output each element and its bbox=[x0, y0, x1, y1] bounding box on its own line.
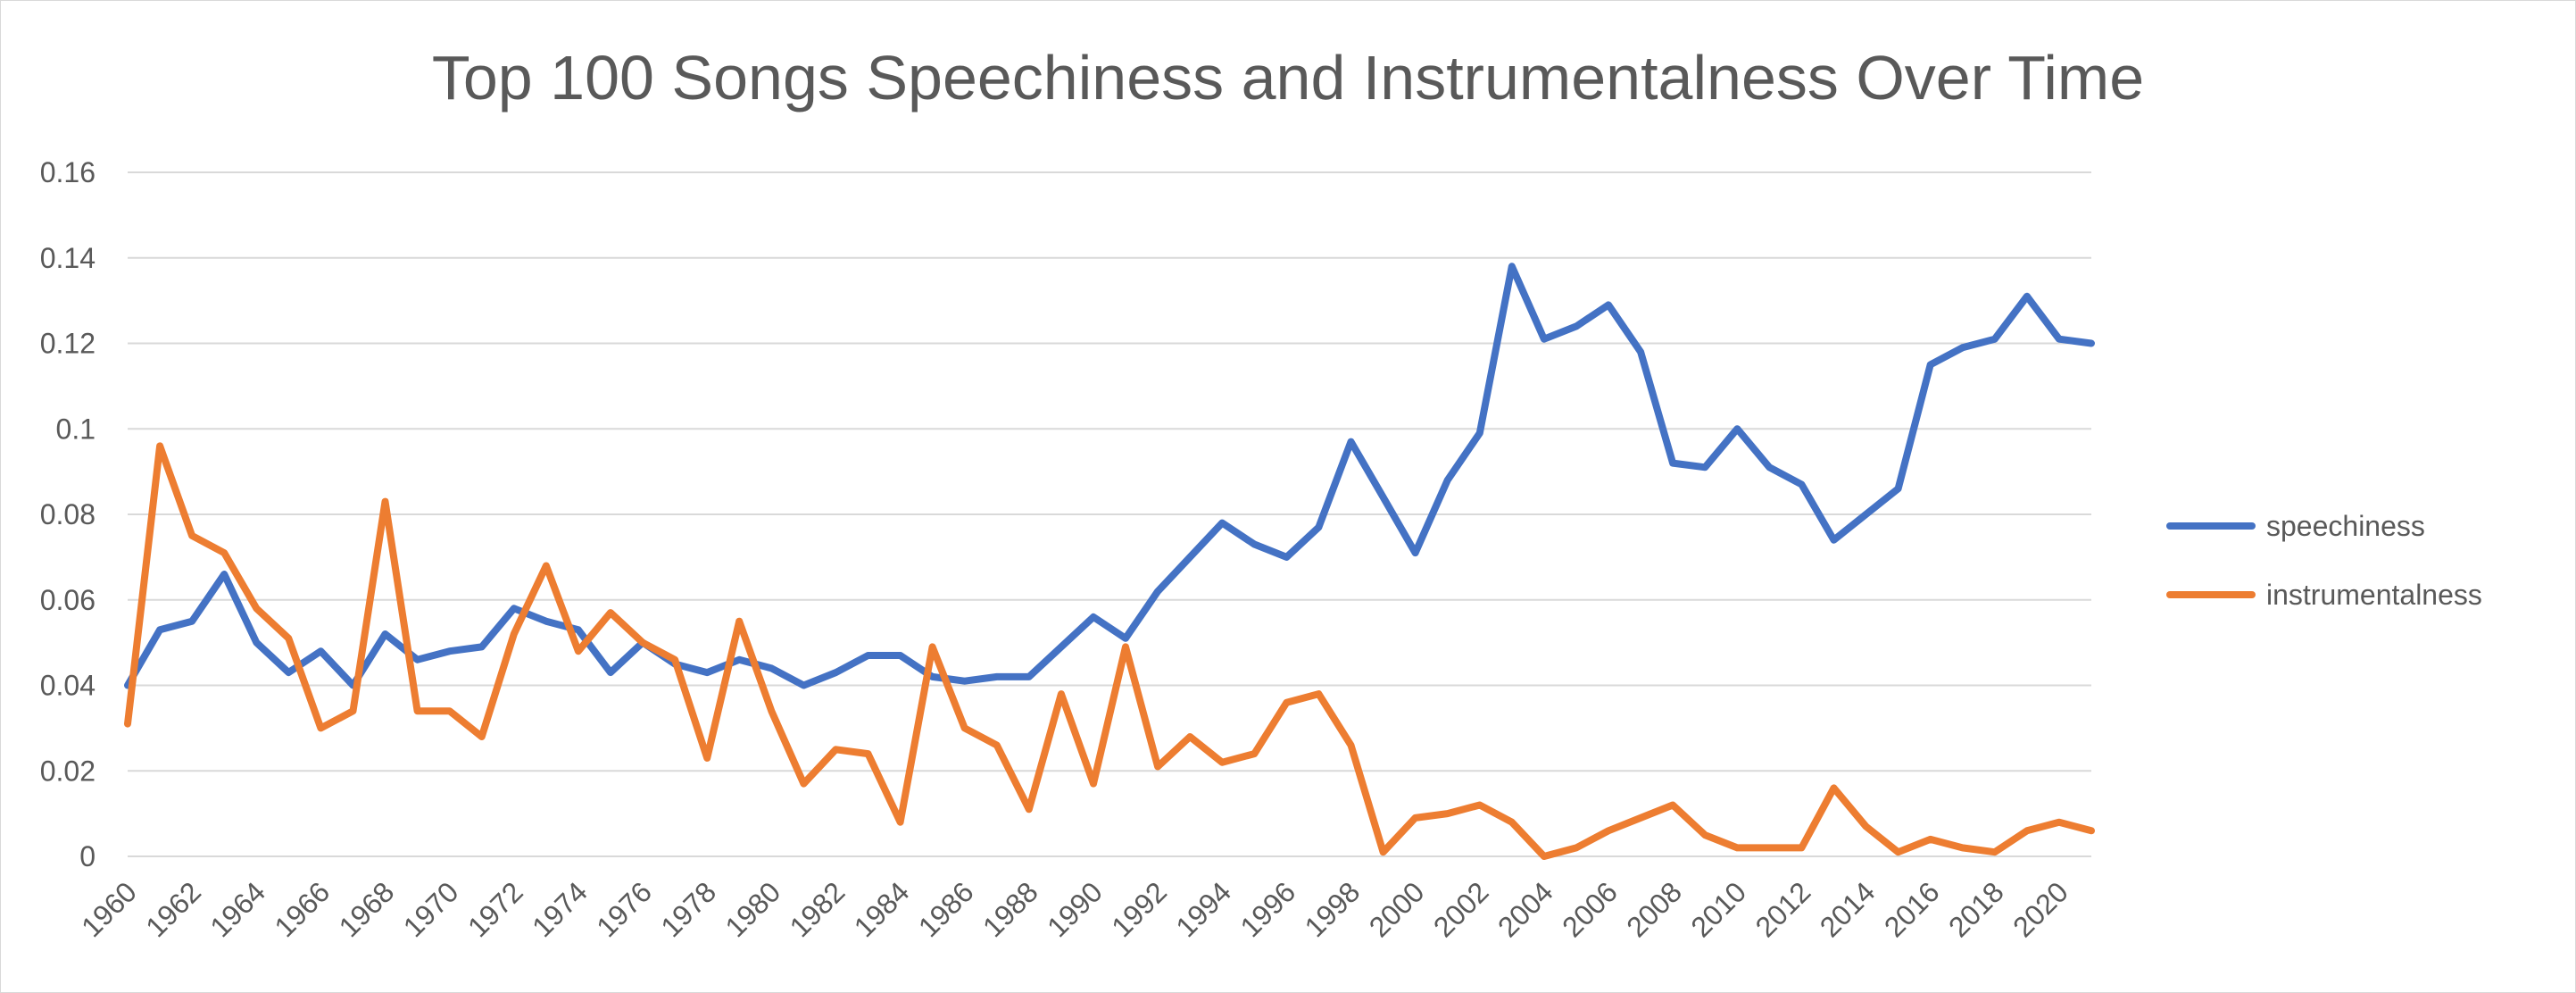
gridlines bbox=[128, 171, 2091, 857]
x-tick-label: 1968 bbox=[333, 875, 401, 943]
series-line-instrumentalness bbox=[124, 442, 2095, 860]
y-tick-label: 0.02 bbox=[40, 755, 96, 787]
x-tick-label: 2002 bbox=[1427, 875, 1495, 943]
x-tick-label: 2014 bbox=[1814, 875, 1882, 943]
x-tick-label: 1960 bbox=[75, 875, 143, 943]
x-tick-label: 2020 bbox=[2007, 875, 2074, 943]
x-tick-label: 1980 bbox=[719, 875, 786, 943]
x-tick-label: 1972 bbox=[461, 875, 529, 943]
x-tick-label: 1974 bbox=[526, 875, 594, 943]
x-axis-tick-labels: 1960196219641966196819701972197419761978… bbox=[75, 875, 2074, 943]
y-tick-label: 0.06 bbox=[40, 584, 96, 616]
y-tick-label: 0 bbox=[79, 840, 96, 872]
y-tick-label: 0.14 bbox=[40, 242, 96, 274]
y-tick-label: 0.12 bbox=[40, 328, 96, 360]
x-tick-label: 2016 bbox=[1878, 875, 1946, 943]
x-tick-label: 2000 bbox=[1363, 875, 1431, 943]
y-axis-tick-labels: 0 0.02 0.04 0.06 0.08 0.1 0.12 0.14 0.16 bbox=[40, 156, 96, 872]
legend-label-instrumentalness: instrumentalness bbox=[2266, 579, 2482, 611]
x-tick-label: 1964 bbox=[204, 875, 271, 943]
legend: speechiness instrumentalness bbox=[2166, 510, 2482, 611]
x-tick-label: 1962 bbox=[139, 875, 207, 943]
series-lines bbox=[124, 263, 2095, 860]
series-line-speechiness bbox=[124, 263, 2095, 689]
y-tick-label: 0.1 bbox=[56, 413, 96, 445]
x-tick-label: 1986 bbox=[912, 875, 980, 943]
x-tick-label: 2006 bbox=[1556, 875, 1624, 943]
x-tick-label: 1988 bbox=[976, 875, 1044, 943]
x-tick-label: 2010 bbox=[1684, 875, 1752, 943]
y-tick-label: 0.04 bbox=[40, 670, 96, 702]
x-tick-label: 2004 bbox=[1492, 875, 1559, 943]
x-tick-label: 1990 bbox=[1041, 875, 1109, 943]
x-tick-label: 1984 bbox=[848, 875, 916, 943]
chart-title: Top 100 Songs Speechiness and Instrument… bbox=[432, 43, 2144, 113]
x-tick-label: 1978 bbox=[654, 875, 722, 943]
y-tick-label: 0.16 bbox=[40, 156, 96, 188]
x-tick-label: 1998 bbox=[1299, 875, 1367, 943]
x-tick-label: 2008 bbox=[1620, 875, 1688, 943]
y-tick-label: 0.08 bbox=[40, 498, 96, 530]
x-tick-label: 1994 bbox=[1169, 875, 1237, 943]
x-tick-label: 1970 bbox=[397, 875, 465, 943]
x-tick-label: 1976 bbox=[590, 875, 658, 943]
x-tick-label: 1982 bbox=[784, 875, 852, 943]
legend-label-speechiness: speechiness bbox=[2266, 510, 2425, 542]
x-tick-label: 2018 bbox=[1942, 875, 2010, 943]
x-tick-label: 2012 bbox=[1749, 875, 1817, 943]
x-tick-label: 1992 bbox=[1105, 875, 1173, 943]
x-tick-label: 1996 bbox=[1234, 875, 1302, 943]
x-tick-label: 1966 bbox=[269, 875, 337, 943]
